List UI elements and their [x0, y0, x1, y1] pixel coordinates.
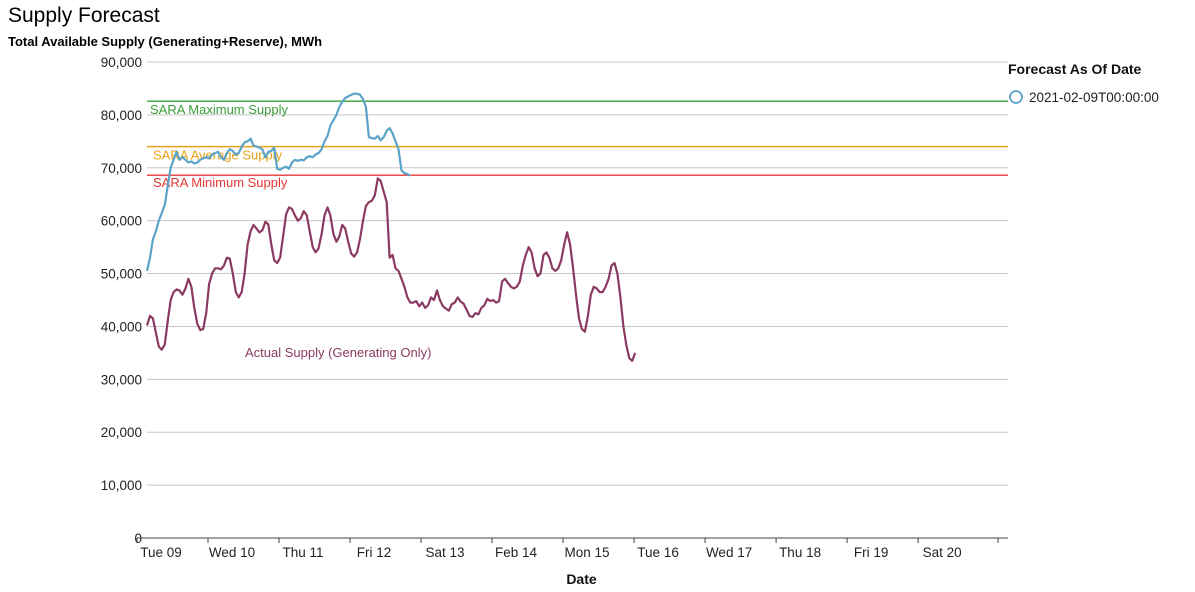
y-tick-label: 60,000 — [101, 214, 142, 229]
x-tick-label: Thu 11 — [283, 545, 324, 560]
y-tick-label: 20,000 — [101, 425, 142, 440]
x-axis-title: Date — [566, 571, 597, 587]
reference-line-label: SARA Maximum Supply — [150, 102, 288, 117]
x-tick-label: Sat 20 — [923, 545, 962, 560]
x-tick-label: Sat 13 — [426, 545, 465, 560]
x-tick-label: Fri 19 — [854, 545, 889, 560]
y-tick-label: 90,000 — [101, 55, 142, 70]
reference-line-label: SARA Minimum Supply — [153, 175, 288, 190]
x-tick-label: Thu 18 — [779, 545, 821, 560]
legend-title: Forecast As Of Date — [1008, 61, 1142, 77]
y-tick-label: 40,000 — [101, 319, 142, 334]
x-tick-label: Tue 09 — [140, 545, 182, 560]
x-tick-label: Feb 14 — [495, 545, 538, 560]
x-tick-label: Fri 12 — [357, 545, 392, 560]
x-tick-label: Wed 10 — [209, 545, 255, 560]
chart-subtitle: Total Available Supply (Generating+Reser… — [8, 34, 323, 49]
legend-entry: 2021-02-09T00:00:00 — [1029, 90, 1159, 105]
actual-supply-line — [145, 177, 637, 362]
forecast-supply-line — [145, 92, 411, 272]
y-tick-label: 50,000 — [101, 267, 142, 282]
y-tick-label: 10,000 — [101, 478, 142, 493]
y-tick-label: 30,000 — [101, 372, 142, 387]
y-tick-label: 70,000 — [101, 161, 142, 176]
series-annotation: Actual Supply (Generating Only) — [245, 345, 431, 360]
x-tick-label: Wed 17 — [706, 545, 752, 560]
y-tick-label: 80,000 — [101, 108, 142, 123]
legend-marker-icon — [1009, 90, 1023, 104]
x-tick-label: Mon 15 — [565, 545, 610, 560]
chart-title: Supply Forecast — [8, 4, 160, 27]
x-tick-label: Tue 16 — [637, 545, 679, 560]
